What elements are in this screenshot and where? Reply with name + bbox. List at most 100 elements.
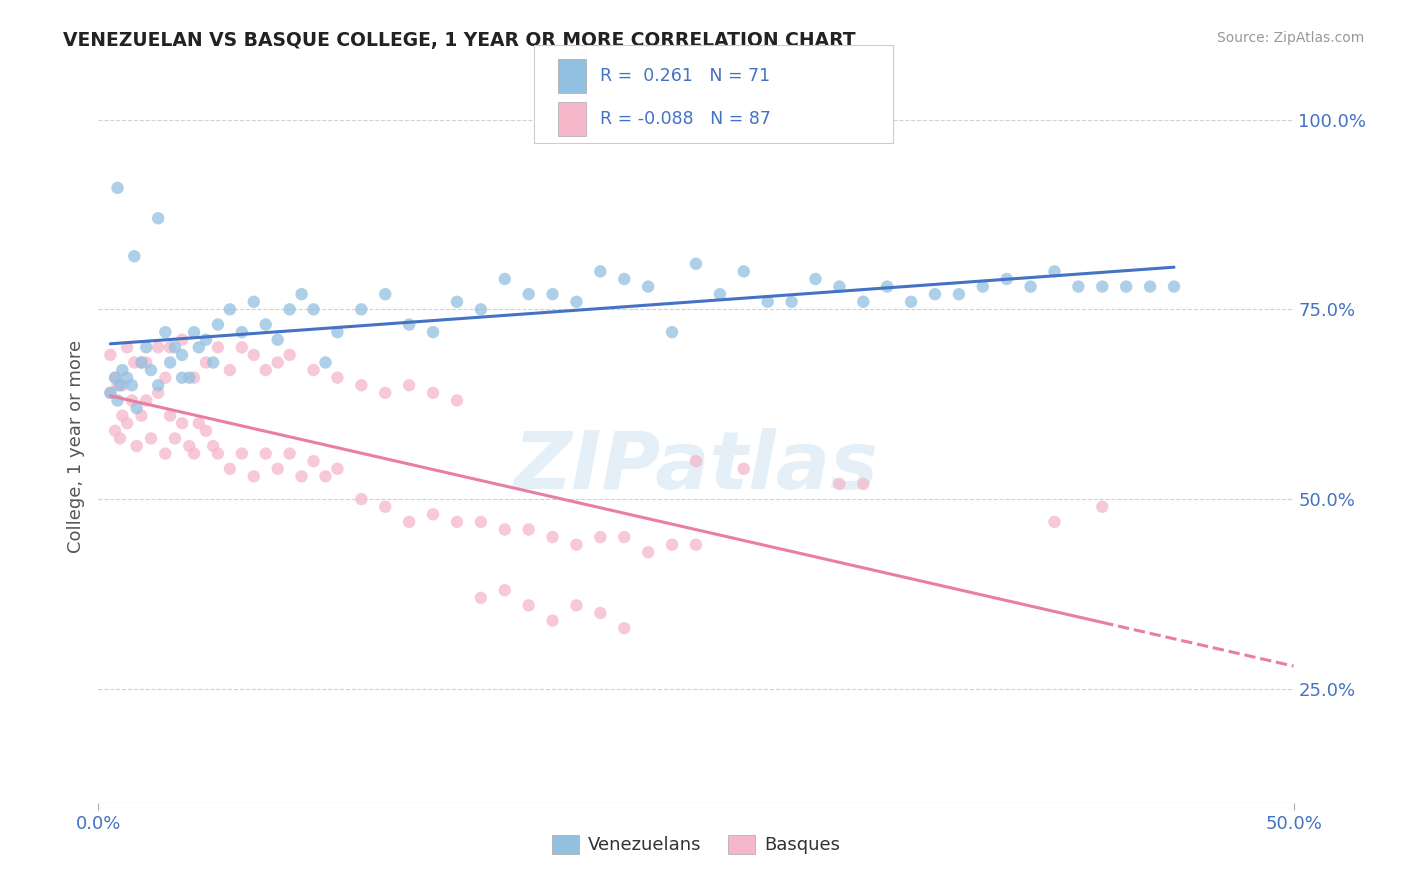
Point — [541, 614, 564, 628]
Point — [828, 279, 851, 293]
Point — [98, 385, 122, 400]
Point — [685, 257, 707, 271]
Point — [98, 385, 122, 400]
Point — [179, 439, 201, 453]
Point — [131, 355, 153, 369]
Point — [494, 523, 516, 537]
Point — [159, 340, 181, 354]
Point — [159, 355, 181, 369]
Point — [709, 287, 731, 301]
Point — [804, 272, 827, 286]
Point — [1043, 264, 1066, 278]
Point — [254, 318, 277, 332]
Point — [111, 378, 134, 392]
Point — [107, 378, 129, 392]
Point — [278, 302, 301, 317]
Point — [148, 211, 170, 226]
Point — [124, 355, 146, 369]
Point — [1139, 279, 1161, 293]
Point — [541, 287, 564, 301]
Point — [98, 348, 122, 362]
Point — [107, 393, 129, 408]
Text: VENEZUELAN VS BASQUE COLLEGE, 1 YEAR OR MORE CORRELATION CHART: VENEZUELAN VS BASQUE COLLEGE, 1 YEAR OR … — [63, 31, 856, 50]
Point — [733, 264, 755, 278]
Point — [278, 348, 301, 362]
Point — [685, 538, 707, 552]
Point — [172, 333, 194, 347]
Point — [207, 447, 229, 461]
Point — [470, 515, 492, 529]
Point — [326, 325, 349, 339]
Point — [254, 447, 277, 461]
Point — [1019, 279, 1042, 293]
Point — [135, 355, 157, 369]
Point — [219, 363, 242, 377]
Point — [135, 340, 157, 354]
Point — [254, 363, 277, 377]
Point — [187, 340, 209, 354]
Point — [115, 340, 138, 354]
Point — [315, 469, 337, 483]
Point — [1091, 279, 1114, 293]
Point — [163, 431, 186, 445]
Point — [219, 462, 242, 476]
Point — [1115, 279, 1137, 293]
Point — [302, 302, 325, 317]
Point — [756, 294, 779, 309]
Point — [422, 385, 444, 400]
Point — [733, 462, 755, 476]
Legend: Venezuelans, Basques: Venezuelans, Basques — [544, 828, 848, 862]
Point — [207, 340, 229, 354]
Text: R =  0.261   N = 71: R = 0.261 N = 71 — [600, 67, 770, 85]
Point — [398, 378, 420, 392]
Point — [267, 333, 290, 347]
Point — [446, 515, 468, 529]
Point — [613, 530, 636, 544]
Point — [613, 621, 636, 635]
Point — [900, 294, 922, 309]
Point — [422, 508, 444, 522]
Point — [661, 325, 683, 339]
Point — [1067, 279, 1090, 293]
Point — [494, 583, 516, 598]
Point — [422, 325, 444, 339]
Point — [107, 181, 129, 195]
Point — [661, 538, 683, 552]
Point — [374, 287, 396, 301]
Point — [589, 530, 612, 544]
Point — [202, 355, 225, 369]
Point — [183, 370, 205, 384]
Point — [446, 294, 468, 309]
Point — [446, 393, 468, 408]
Text: R = -0.088   N = 87: R = -0.088 N = 87 — [600, 110, 772, 128]
Point — [179, 370, 201, 384]
Point — [135, 393, 157, 408]
Point — [924, 287, 946, 301]
Point — [125, 439, 148, 453]
Point — [350, 492, 373, 507]
Point — [139, 431, 162, 445]
Point — [278, 447, 301, 461]
Point — [243, 348, 266, 362]
Point — [267, 355, 290, 369]
Point — [125, 401, 148, 415]
Point — [565, 294, 588, 309]
Point — [613, 272, 636, 286]
Point — [780, 294, 803, 309]
Point — [148, 378, 170, 392]
Point — [995, 272, 1018, 286]
Point — [302, 363, 325, 377]
Point — [163, 340, 186, 354]
Text: Source: ZipAtlas.com: Source: ZipAtlas.com — [1216, 31, 1364, 45]
Point — [231, 340, 253, 354]
Point — [231, 325, 253, 339]
Point — [470, 591, 492, 605]
Point — [115, 416, 138, 430]
Point — [350, 302, 373, 317]
Point — [470, 302, 492, 317]
Point — [104, 370, 127, 384]
Point — [852, 294, 875, 309]
Point — [155, 370, 177, 384]
Text: ZIPatlas: ZIPatlas — [513, 428, 879, 507]
Point — [155, 447, 177, 461]
